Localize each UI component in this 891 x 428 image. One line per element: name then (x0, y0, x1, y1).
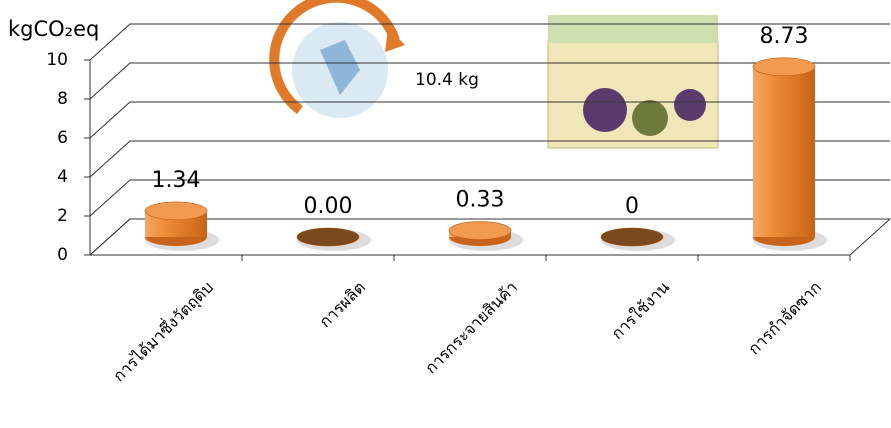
logo-image (274, 0, 405, 118)
bar-top (145, 202, 207, 220)
bar (753, 67, 815, 237)
y-tick-label: 4 (57, 167, 68, 187)
y-axis-label: kgCO₂eq (8, 17, 99, 41)
product-image (548, 15, 718, 148)
x-tick-label: การผลิต (315, 278, 369, 332)
y-tick-label: 0 (57, 245, 68, 265)
y-tick-label: 2 (57, 206, 68, 226)
bar-top (297, 228, 359, 246)
value-label: 0 (625, 194, 639, 219)
value-label: 8.73 (760, 24, 809, 49)
value-label: 0.33 (456, 188, 505, 213)
annotation: 10.4 kg (415, 70, 479, 90)
x-tick-label: การกำจัดซาก (744, 278, 825, 359)
value-label: 1.34 (152, 168, 201, 193)
y-tick-label: 8 (57, 89, 68, 109)
chart: kgCO₂eq 10.4 kg 0 2 4 6 8 10 1.34 การได้มาซึ่งว… (0, 0, 891, 428)
bar-top (753, 58, 815, 76)
y-tick-label: 6 (57, 128, 68, 148)
value-label: 0.00 (304, 194, 353, 219)
bar-top (601, 228, 663, 246)
bar-top (449, 222, 511, 240)
x-tick-label: การได้มาซึ่งวัตถุดิบ (108, 276, 218, 386)
y-tick-label: 10 (46, 50, 68, 70)
x-tick-label: การกระจายสินค้า (421, 278, 521, 378)
x-tick-label: การใช้งาน (607, 278, 673, 344)
